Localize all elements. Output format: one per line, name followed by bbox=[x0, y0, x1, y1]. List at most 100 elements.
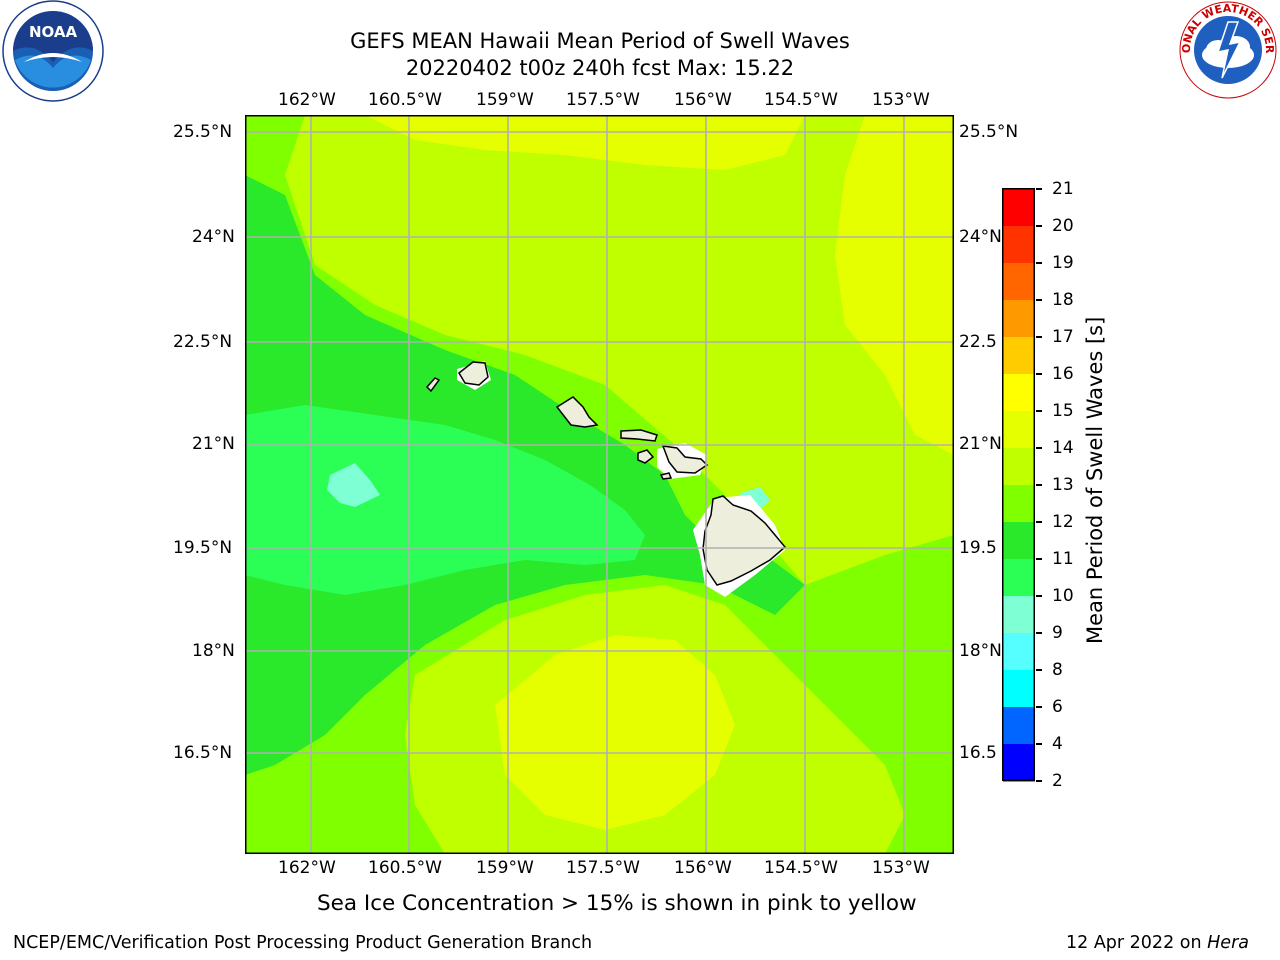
footer-date: 12 Apr 2022 on Hera bbox=[1066, 932, 1249, 954]
island-lanai bbox=[637, 449, 655, 464]
island-hawaii bbox=[702, 495, 787, 586]
colorbar-tick-mark bbox=[1036, 484, 1042, 486]
colorbar-tick-mark bbox=[1036, 558, 1042, 560]
lat-label-left: 18°N bbox=[192, 641, 235, 661]
lon-label-bottom: 153°W bbox=[872, 858, 930, 878]
chart-subtitle: 20220402 t00z 240h fcst Max: 15.22 bbox=[405, 56, 795, 80]
footer-machine: Hera bbox=[1207, 933, 1249, 953]
lat-label-left: 19.5°N bbox=[173, 538, 233, 558]
colorbar-segment bbox=[1003, 670, 1035, 708]
map-gridlines bbox=[245, 115, 954, 854]
colorbar-tick-mark bbox=[1036, 299, 1042, 301]
colorbar-tick-mark bbox=[1036, 780, 1042, 782]
colorbar-segment bbox=[1003, 485, 1035, 523]
colorbar-segment bbox=[1003, 374, 1035, 412]
colorbar bbox=[1002, 188, 1035, 782]
island-molokai bbox=[620, 429, 658, 442]
lon-label-bottom: 154.5°W bbox=[764, 858, 838, 878]
lat-label-right: 19.5 bbox=[959, 538, 997, 558]
lat-label-right: 21°N bbox=[959, 434, 1002, 454]
lon-label-top: 160.5°W bbox=[368, 90, 442, 110]
colorbar-tick-mark bbox=[1036, 632, 1042, 634]
colorbar-tick-mark bbox=[1036, 447, 1042, 449]
lat-label-left: 24°N bbox=[192, 227, 235, 247]
lat-label-left: 25.5°N bbox=[173, 122, 233, 142]
colorbar-tick-mark bbox=[1036, 669, 1042, 671]
lon-label-bottom: 156°W bbox=[674, 858, 732, 878]
colorbar-segment bbox=[1003, 189, 1035, 227]
colorbar-label: Mean Period of Swell Waves [s] bbox=[1083, 316, 1107, 644]
colorbar-segment bbox=[1003, 596, 1035, 634]
colorbar-tick-label: 2 bbox=[1052, 771, 1063, 791]
colorbar-segment bbox=[1003, 263, 1035, 301]
colorbar-segment bbox=[1003, 633, 1035, 671]
lat-label-left: 16.5°N bbox=[173, 743, 233, 763]
lat-label-left: 21°N bbox=[192, 434, 235, 454]
footer-date-text: 12 Apr 2022 on bbox=[1066, 933, 1208, 953]
field-13-14-north bbox=[285, 115, 954, 585]
colorbar-tick-label: 6 bbox=[1052, 697, 1063, 717]
noaa-logo-icon: NOAA bbox=[2, 0, 104, 102]
colorbar-tick-mark bbox=[1036, 521, 1042, 523]
colorbar-tick-label: 13 bbox=[1052, 475, 1074, 495]
colorbar-tick-mark bbox=[1036, 410, 1042, 412]
colorbar-tick-label: 4 bbox=[1052, 734, 1063, 754]
colorbar-tick-label: 16 bbox=[1052, 364, 1074, 384]
island-oahu bbox=[555, 396, 599, 428]
colorbar-segment bbox=[1003, 448, 1035, 486]
colorbar-tick-label: 8 bbox=[1052, 660, 1063, 680]
lat-label-right: 18°N bbox=[959, 641, 1002, 661]
colorbar-tick-label: 17 bbox=[1052, 327, 1074, 347]
lon-label-top: 159°W bbox=[476, 90, 534, 110]
colorbar-tick-label: 19 bbox=[1052, 253, 1074, 273]
colorbar-tick-label: 15 bbox=[1052, 401, 1074, 421]
lat-label-right: 24°N bbox=[959, 227, 1002, 247]
field-14-15-north bbox=[365, 115, 805, 170]
colorbar-tick-label: 21 bbox=[1052, 179, 1074, 199]
colorbar-tick-label: 9 bbox=[1052, 623, 1063, 643]
colorbar-segment bbox=[1003, 411, 1035, 449]
lon-label-bottom: 159°W bbox=[476, 858, 534, 878]
colorbar-segment bbox=[1003, 226, 1035, 264]
noaa-logo-text: NOAA bbox=[29, 23, 78, 41]
colorbar-segment bbox=[1003, 300, 1035, 338]
island-niihau bbox=[425, 377, 441, 393]
nws-logo-icon: NATIONAL WEATHER SERVICE bbox=[1178, 0, 1277, 99]
field-9-10-patch bbox=[327, 463, 380, 507]
island-kauai bbox=[458, 361, 489, 386]
lon-label-top: 156°W bbox=[674, 90, 732, 110]
chart-title: GEFS MEAN Hawaii Mean Period of Swell Wa… bbox=[350, 29, 850, 53]
colorbar-tick-label: 20 bbox=[1052, 216, 1074, 236]
colorbar-tick-label: 14 bbox=[1052, 438, 1074, 458]
map-frame bbox=[245, 115, 954, 854]
lon-label-top: 162°W bbox=[278, 90, 336, 110]
swell-period-map bbox=[245, 115, 954, 854]
colorbar-tick-label: 12 bbox=[1052, 512, 1074, 532]
lon-label-top: 153°W bbox=[872, 90, 930, 110]
sea-ice-note: Sea Ice Concentration > 15% is shown in … bbox=[317, 891, 917, 916]
lat-label-left: 22.5°N bbox=[173, 332, 233, 352]
colorbar-tick-mark bbox=[1036, 225, 1042, 227]
lon-label-bottom: 162°W bbox=[278, 858, 336, 878]
island-kahoolawe bbox=[659, 472, 673, 480]
colorbar-tick-label: 10 bbox=[1052, 586, 1074, 606]
footer-branch: NCEP/EMC/Verification Post Processing Pr… bbox=[13, 933, 593, 953]
field-14-15-south bbox=[495, 635, 735, 830]
colorbar-tick-mark bbox=[1036, 373, 1042, 375]
lon-label-top: 157.5°W bbox=[566, 90, 640, 110]
colorbar-segment bbox=[1003, 522, 1035, 560]
colorbar-tick-mark bbox=[1036, 595, 1042, 597]
colorbar-tick-label: 18 bbox=[1052, 290, 1074, 310]
colorbar-tick-mark bbox=[1036, 706, 1042, 708]
island-maui bbox=[661, 445, 709, 474]
lon-label-bottom: 160.5°W bbox=[368, 858, 442, 878]
field-14-15-east bbox=[835, 115, 954, 455]
lat-label-right: 16.5 bbox=[959, 743, 997, 763]
colorbar-tick-label: 11 bbox=[1052, 549, 1074, 569]
colorbar-tick-mark bbox=[1036, 188, 1042, 190]
colorbar-tick-mark bbox=[1036, 336, 1042, 338]
lon-label-top: 154.5°W bbox=[764, 90, 838, 110]
colorbar-segment bbox=[1003, 559, 1035, 597]
lat-label-right: 25.5°N bbox=[959, 122, 1019, 142]
lat-label-right: 22.5 bbox=[959, 332, 997, 352]
